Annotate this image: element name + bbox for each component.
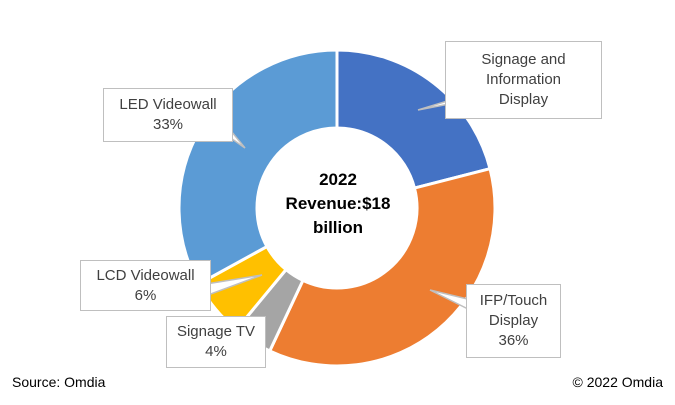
label-line: LCD Videowall — [96, 266, 195, 284]
center-line: billion — [312, 218, 364, 237]
label-line: IFP/Touch — [479, 292, 548, 309]
label-line: Information — [485, 71, 562, 88]
source-note: Source: Omdia — [12, 374, 106, 390]
label-line: 36% — [498, 332, 529, 349]
label-line: 4% — [205, 343, 227, 360]
slice-ifp-touch-display — [267, 166, 497, 368]
label-line: LED Videowall — [119, 96, 217, 113]
center-line: Revenue:$18 — [285, 194, 391, 213]
label-led-videowall: LED Videowall 33% — [103, 88, 233, 142]
label-signage-tv: Signage TV 4% — [166, 316, 266, 368]
label-lcd-videowall: LCD Videowall 6% — [80, 260, 211, 311]
label-line: Display — [488, 312, 539, 329]
copyright-note: © 2022 Omdia — [572, 374, 663, 390]
center-line: 2022 — [319, 170, 357, 189]
label-line: Signage TV — [176, 323, 256, 340]
label-line: Signage and — [481, 51, 566, 68]
slice-signage-and-information-display — [335, 48, 492, 190]
label-signage-information-display: Signage and Information Display — [445, 41, 602, 119]
center-label: 2022 Revenue:$18 billion — [258, 168, 418, 240]
label-line: 33% — [152, 116, 184, 133]
label-ifp-touch-display: IFP/Touch Display 36% — [466, 284, 561, 358]
label-line: 6% — [134, 286, 157, 304]
label-line: Display — [498, 91, 549, 108]
